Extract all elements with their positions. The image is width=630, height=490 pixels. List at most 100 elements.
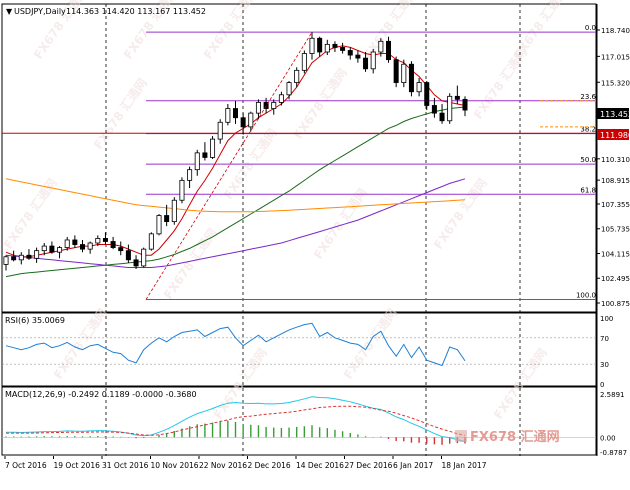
- candle-down: [347, 50, 353, 56]
- candle-up: [271, 102, 277, 109]
- price-tick-label: 118.740: [601, 27, 630, 35]
- candle-up: [309, 37, 315, 54]
- candle-up: [64, 239, 70, 249]
- price-tick-label: 102.495: [601, 275, 630, 283]
- price-tick-label: 105.735: [601, 226, 630, 234]
- time-tick-label: 18 Jan 2017: [442, 461, 487, 470]
- logo-text: FX678 汇通网: [470, 429, 560, 445]
- fib-level-label: 0.0: [585, 24, 596, 32]
- rsi-panel: [1, 312, 597, 387]
- candle-down: [332, 43, 338, 48]
- candle-down: [424, 82, 430, 106]
- candle-down: [439, 112, 445, 122]
- candle-down: [125, 250, 131, 261]
- macd-panel: [1, 386, 597, 456]
- trend-lines: [145, 31, 313, 300]
- rsi-tick-label: 100: [600, 315, 613, 323]
- rsi-line: [5, 322, 466, 367]
- candle-up: [148, 233, 154, 250]
- candlestick-series: [3, 32, 468, 271]
- candle-down: [11, 256, 17, 261]
- candle-up: [41, 245, 47, 252]
- fib-level-label: 23.6: [580, 93, 596, 101]
- time-tick-label: 19 Oct 2016: [54, 461, 101, 470]
- watermark-text: FX678 汇通网: [310, 185, 370, 261]
- fib-trend-line: [145, 31, 313, 300]
- watermark-text: FX678 汇通网: [340, 305, 400, 381]
- candle-up: [18, 254, 24, 261]
- candle-down: [26, 254, 32, 259]
- time-tick-label: 31 Oct 2016: [102, 461, 149, 470]
- price-tick-label: 108.915: [601, 177, 630, 185]
- moving-average-line: [5, 178, 466, 213]
- watermark-text: FX678 汇通网: [90, 75, 150, 151]
- watermark-text: FX678 汇通网: [510, 0, 570, 62]
- logo-icon: [455, 430, 467, 442]
- support-price-tag: [597, 129, 629, 140]
- watermark-text: FX678 汇通网: [430, 175, 490, 251]
- candle-up: [225, 108, 231, 123]
- time-axis: 7 Oct 2016 19 Oct 2016 31 Oct 2016 10 Nov 2…: [4, 456, 487, 470]
- candle-down: [393, 59, 399, 83]
- current-price-tag: [597, 108, 629, 119]
- candle-down: [102, 238, 108, 242]
- candle-up: [34, 250, 40, 259]
- fib-level-label: 61.8: [580, 186, 596, 194]
- moving-average-line: [5, 178, 466, 268]
- candle-down: [431, 105, 437, 114]
- candle-down: [232, 108, 239, 119]
- price-panel: [1, 3, 597, 313]
- candle-up: [57, 247, 63, 253]
- candle-up: [194, 152, 200, 171]
- candle-up: [141, 248, 147, 267]
- candle-up: [378, 40, 384, 53]
- candle-up: [370, 51, 376, 70]
- fib-level-label: 38.2: [580, 126, 596, 134]
- watermark-text: FX678 汇通网: [220, 125, 280, 201]
- time-tick-label: 27 Dec 2016: [345, 461, 393, 470]
- candle-up: [3, 256, 9, 265]
- time-tick-label: 10 Nov 2016: [151, 461, 199, 470]
- candle-down: [340, 47, 346, 51]
- candle-down: [49, 245, 55, 253]
- macd-signal-line: [6, 405, 466, 436]
- candle-down: [355, 54, 361, 59]
- candle-down: [462, 98, 468, 111]
- time-tick-label: 14 Dec 2016: [296, 461, 344, 470]
- macd-label: MACD(12,26,9) -0.2492 0.1189 -0.0000 -0.…: [5, 390, 197, 399]
- price-axis: 118.740 117.015 115.320 110.310 108.915 107.3…: [597, 27, 630, 457]
- candle-up: [301, 53, 307, 71]
- price-tick-label: 110.310: [601, 156, 630, 164]
- watermark-text: FX678 汇通网: [210, 345, 270, 421]
- time-tick-label: 2 Dec 2016: [248, 461, 291, 470]
- rsi-tick-label: 70: [600, 335, 609, 343]
- period-separators: [105, 4, 521, 456]
- candle-up: [217, 121, 223, 140]
- candle-up: [95, 238, 101, 244]
- candle-up: [286, 82, 292, 96]
- macd-tick-label: 0.00: [600, 434, 616, 442]
- candle-up: [179, 179, 185, 201]
- brand-logo: FX678 汇通网: [455, 429, 560, 445]
- candle-down: [408, 63, 414, 93]
- candle-up: [278, 94, 284, 103]
- symbol-marker: ▼: [6, 7, 13, 16]
- candle-down: [79, 244, 86, 250]
- candle-up: [416, 82, 422, 93]
- candle-down: [118, 247, 124, 252]
- candle-up: [171, 199, 177, 223]
- candle-down: [72, 239, 78, 245]
- price-tick-label: 100.875: [601, 300, 630, 308]
- time-tick-label: 6 Jan 2017: [393, 461, 433, 470]
- moving-average-line: [5, 106, 466, 278]
- candle-down: [385, 40, 392, 61]
- macd-line: [6, 396, 466, 442]
- candle-down: [317, 37, 323, 53]
- macd-tick-label: 2.5891: [600, 391, 625, 399]
- candle-down: [263, 102, 269, 109]
- price-tick-label: 107.355: [601, 201, 630, 209]
- rsi-series: [2, 322, 596, 367]
- candle-down: [454, 95, 460, 100]
